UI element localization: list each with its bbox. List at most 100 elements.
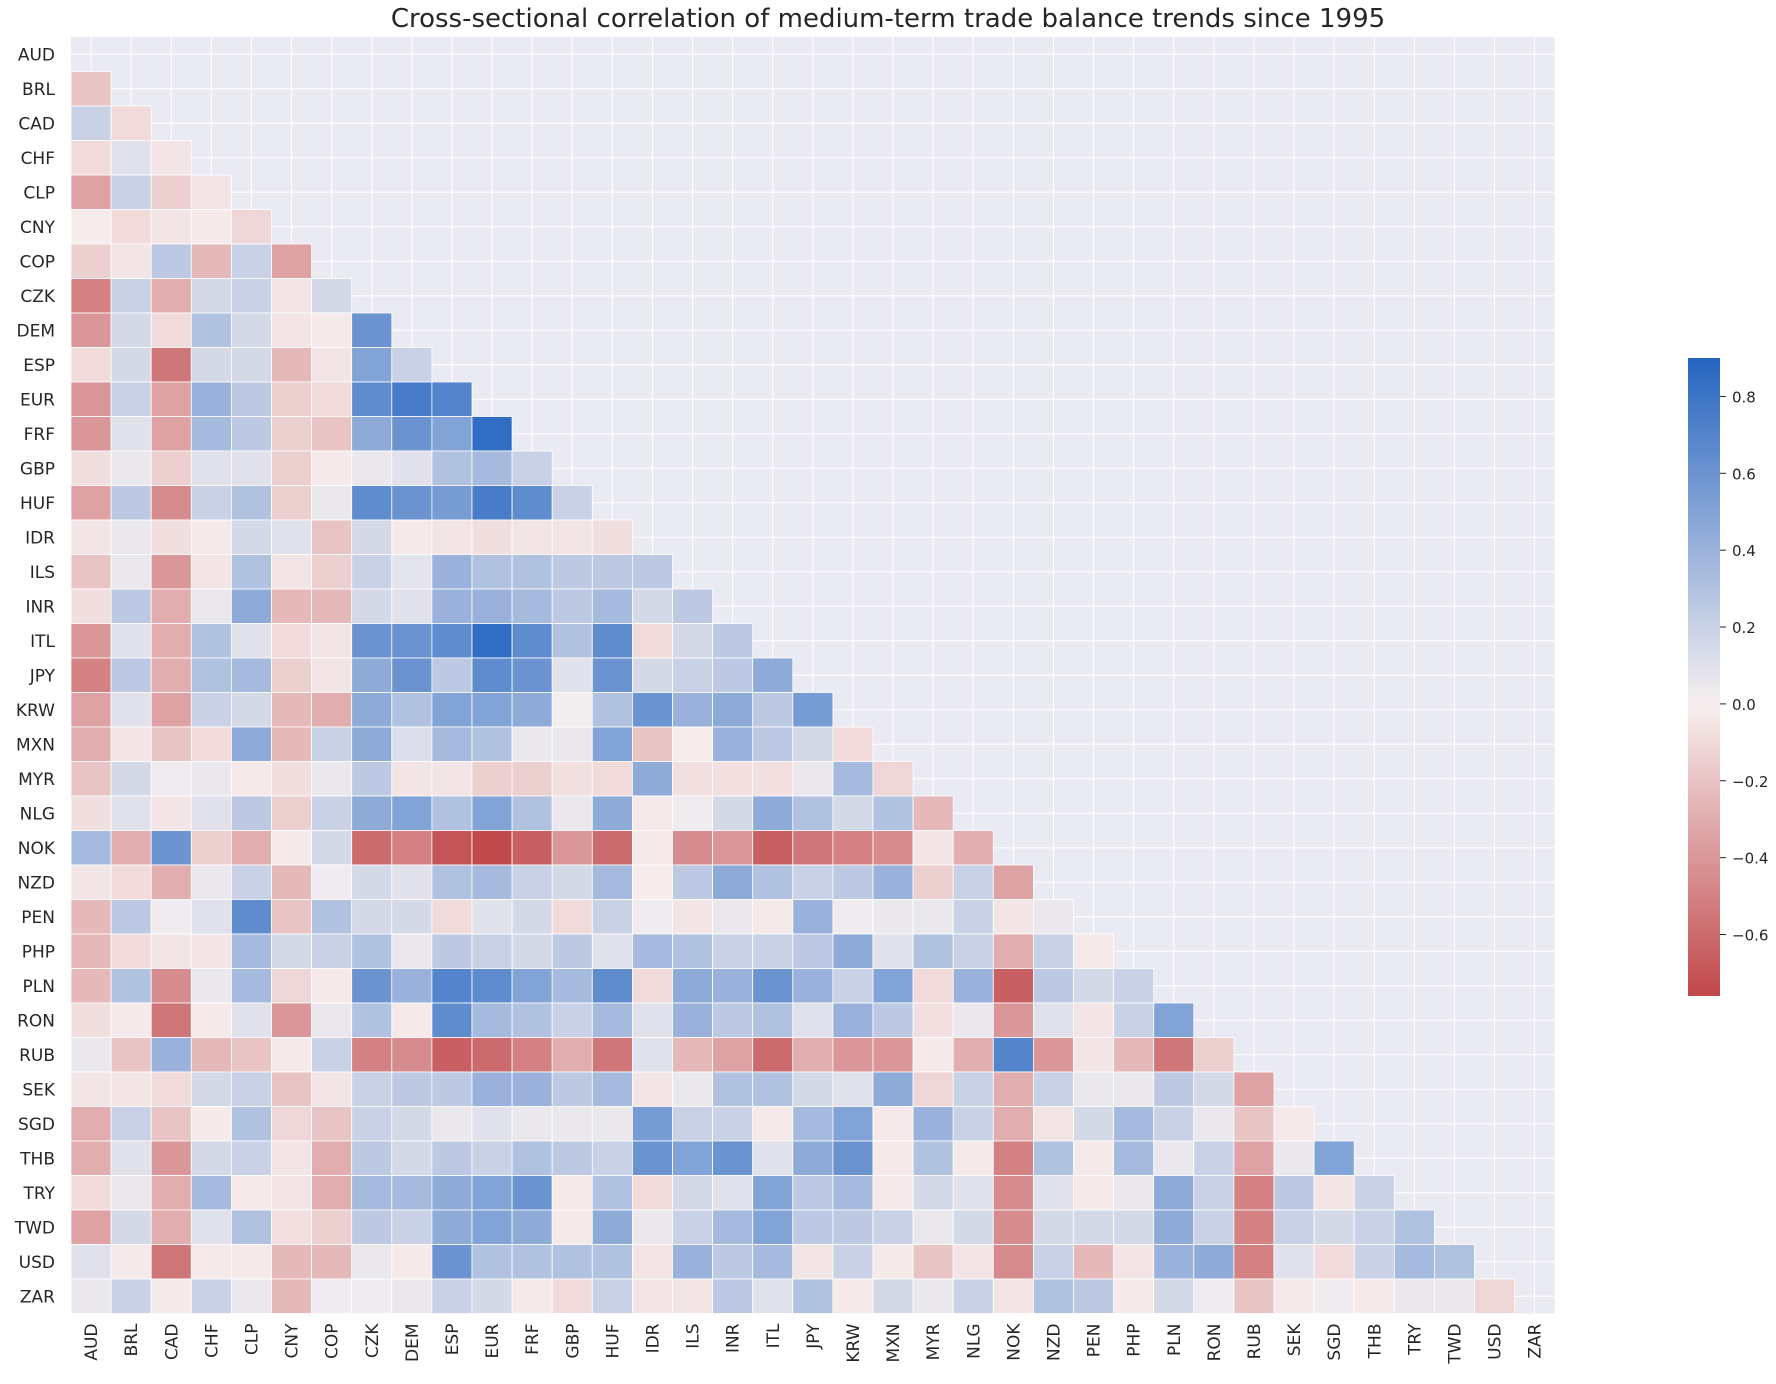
heatmap-cell-MYR-KRW <box>832 761 874 797</box>
heatmap-cell-MXN-HUF <box>591 726 633 762</box>
heatmap-cell-KRW-CHF <box>190 692 232 728</box>
heatmap-cell-TRY-ILS <box>672 1175 713 1211</box>
heatmap-cell-ESP-CNY <box>271 347 312 383</box>
y-tick-label-USD: USD <box>19 1253 55 1273</box>
heatmap-cell-EUR-AUD <box>70 381 112 417</box>
heatmap-cell-PLN-NLG <box>952 968 994 1004</box>
heatmap-cell-CNY-CAD <box>150 209 192 245</box>
heatmap-cell-KRW-CNY <box>271 692 312 728</box>
y-tick-label-MYR: MYR <box>18 770 55 790</box>
heatmap-cell-PLN-ILS <box>672 968 713 1004</box>
heatmap-cell-IDR-CZK <box>351 519 393 555</box>
x-tick-label-PLN: PLN <box>1165 1324 1185 1356</box>
heatmap-cell-NOK-ILS <box>672 830 713 866</box>
heatmap-cell-FRF-CNY <box>271 416 312 452</box>
heatmap-cell-PLN-ESP <box>431 968 473 1004</box>
heatmap-cell-RUB-EUR <box>471 1037 513 1073</box>
heatmap-cell-TRY-DEM <box>391 1175 433 1211</box>
y-tick-label-NLG: NLG <box>20 804 55 824</box>
heatmap-cell-SEK-IDR <box>632 1071 673 1107</box>
heatmap-cell-ILS-HUF <box>591 554 633 590</box>
heatmap-cell-KRW-INR <box>712 692 754 728</box>
y-tick-label-SEK: SEK <box>22 1080 56 1100</box>
heatmap-cell-NOK-AUD <box>70 830 112 866</box>
y-tick-label-PHP: PHP <box>22 942 55 962</box>
heatmap-cell-ILS-FRF <box>511 554 553 590</box>
heatmap-cell-MYR-CLP <box>230 761 272 797</box>
heatmap-cell-MYR-CAD <box>150 761 192 797</box>
x-tick-label-CLP: CLP <box>242 1324 262 1356</box>
heatmap-cell-FRF-DEM <box>391 416 433 452</box>
heatmap-cell-TRY-FRF <box>511 1175 553 1211</box>
heatmap-cell-SGD-SEK <box>1273 1106 1315 1142</box>
heatmap-cell-MYR-ILS <box>672 761 713 797</box>
heatmap-cell-TWD-COP <box>311 1209 353 1245</box>
x-tick-label-MYR: MYR <box>924 1323 944 1360</box>
heatmap-cell-PHP-KRW <box>832 933 874 969</box>
heatmap-cell-ITL-CAD <box>150 623 192 659</box>
heatmap-cell-ZAR-NLG <box>952 1278 994 1314</box>
heatmap-cell-MYR-BRL <box>110 761 152 797</box>
heatmap-cell-INR-COP <box>311 588 353 624</box>
heatmap-cell-HUF-EUR <box>471 485 513 521</box>
heatmap-cell-PLN-JPY <box>792 968 834 1004</box>
heatmap-cell-DEM-CHF <box>190 312 232 348</box>
heatmap-cell-SEK-PLN <box>1153 1071 1195 1107</box>
colorbar-tick-label: 0.6 <box>1732 465 1756 483</box>
y-tick-label-INR: INR <box>25 597 55 617</box>
heatmap-cell-ESP-CLP <box>230 347 272 383</box>
heatmap-cell-ZAR-CAD <box>150 1278 192 1314</box>
heatmap-cell-DEM-CZK <box>351 312 393 348</box>
heatmap-cell-MYR-JPY <box>792 761 834 797</box>
x-tick-label-THB: THB <box>1365 1324 1385 1360</box>
heatmap-cell-TRY-MXN <box>872 1175 914 1211</box>
y-tick-label-ZAR: ZAR <box>20 1287 55 1307</box>
heatmap-cell-NOK-CNY <box>271 830 312 866</box>
heatmap-cell-PEN-KRW <box>832 899 874 935</box>
heatmap-cell-THB-EUR <box>471 1140 513 1176</box>
heatmap-cell-KRW-AUD <box>70 692 112 728</box>
y-tick-label-IDR: IDR <box>25 528 55 548</box>
heatmap-cell-MYR-MXN <box>872 761 914 797</box>
heatmap-cell-PLN-EUR <box>471 968 513 1004</box>
heatmap-cell-TWD-PLN <box>1153 1209 1195 1245</box>
heatmap-cell-TRY-NZD <box>1033 1175 1074 1211</box>
heatmap-cell-TRY-RUB <box>1233 1175 1275 1211</box>
heatmap-cell-PLN-CNY <box>271 968 312 1004</box>
heatmap-cell-NZD-ESP <box>431 864 473 900</box>
heatmap-cell-THB-CNY <box>271 1140 312 1176</box>
heatmap-cell-MYR-FRF <box>511 761 553 797</box>
heatmap-cell-SEK-PHP <box>1113 1071 1155 1107</box>
heatmap-cell-TWD-THB <box>1353 1209 1395 1245</box>
heatmap-cell-SGD-ESP <box>431 1106 473 1142</box>
heatmap-cell-TWD-CHF <box>190 1209 232 1245</box>
heatmap-cell-JPY-ILS <box>672 657 713 693</box>
heatmap-cell-RON-EUR <box>471 1002 513 1038</box>
heatmap-cell-HUF-CLP <box>230 485 272 521</box>
x-tick-label-RON: RON <box>1205 1324 1225 1362</box>
colorbar-ticks: 0.8 0.6 0.4 0.2 0.0 −0.2 −0.4 −0.6 <box>1720 388 1768 945</box>
heatmap-cell-JPY-AUD <box>70 657 112 693</box>
heatmap-cell-ITL-GBP <box>551 623 593 659</box>
heatmap-cell-USD-CHF <box>190 1244 232 1280</box>
x-tick-label-GBP: GBP <box>563 1324 583 1359</box>
heatmap-cell-MYR-DEM <box>391 761 433 797</box>
heatmap-cell-CAD-BRL <box>110 105 152 141</box>
x-tick-label-CNY: CNY <box>283 1323 303 1359</box>
heatmap-cell-THB-RON <box>1193 1140 1235 1176</box>
heatmap-cell-THB-IDR <box>632 1140 673 1176</box>
heatmap-cell-SGD-PLN <box>1153 1106 1195 1142</box>
heatmap-cell-KRW-ILS <box>672 692 713 728</box>
heatmap-cell-CLP-CAD <box>150 174 192 210</box>
heatmap-cell-MXN-AUD <box>70 726 112 762</box>
y-tick-label-COP: COP <box>19 252 55 272</box>
heatmap-cell-RON-GBP <box>551 1002 593 1038</box>
x-tick-label-RUB: RUB <box>1245 1324 1265 1360</box>
heatmap-cell-PLN-CHF <box>190 968 232 1004</box>
heatmap-cell-INR-GBP <box>551 588 593 624</box>
heatmap-cell-ZAR-THB <box>1353 1278 1395 1314</box>
heatmap-cell-PEN-FRF <box>511 899 553 935</box>
x-tick-label-CAD: CAD <box>162 1324 182 1361</box>
heatmap-cell-GBP-COP <box>311 450 353 486</box>
heatmap-cell-TRY-GBP <box>551 1175 593 1211</box>
